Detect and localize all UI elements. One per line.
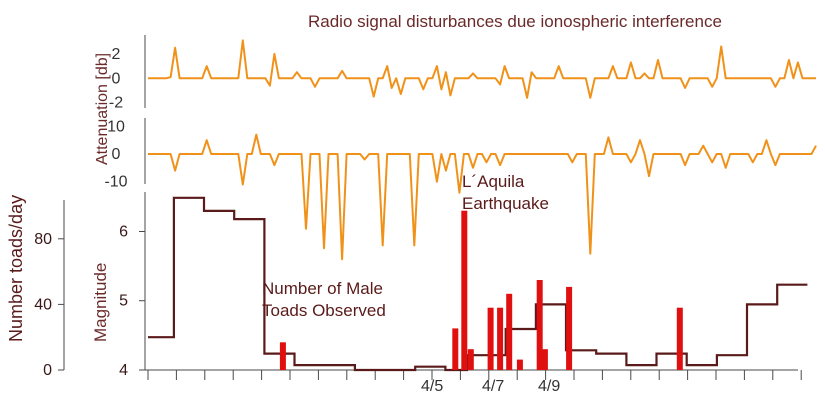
y-tick-labels: 2 0 -2 10 0 -10 80 40 0 6 5 4 [34,46,128,379]
series [148,39,817,372]
attenuation-upper-ytick-1: 0 [112,70,121,87]
toads-ytick-2: 0 [43,362,52,379]
magnitude-ytick-0: 6 [119,224,128,241]
attenuation-lower-ytick-2: -10 [104,174,127,191]
attenuation-upper-line [148,39,816,99]
magnitude-axis-label: Magnitude [91,263,110,342]
attenuation-lower-ytick-1: 0 [112,146,121,163]
attenuation-upper-ytick-0: 2 [112,46,121,63]
magnitude-bar-7 [506,293,513,370]
earthquake-annotation-line-1: L´Aquila [462,172,525,191]
x-tick-label-4-5: 4/5 [421,378,443,395]
magnitude-bar-1 [279,342,286,370]
magnitude-bar-3 [461,210,468,370]
toads-ytick-0: 80 [34,231,52,248]
magnitude-bar-2 [452,328,459,370]
toads-step-line [148,196,808,372]
magnitude-bar-4 [467,349,474,370]
toads-ytick-1: 40 [34,296,52,313]
magnitude-bar-8 [516,359,523,370]
magnitude-ytick-1: 5 [119,293,128,310]
magnitude-bars [279,210,683,370]
attenuation-lower-line [148,133,817,261]
x-tick-label-4-7: 4/7 [482,378,504,395]
attenuation-axis-label: Attenuation [db] [94,53,111,165]
magnitude-bar-12 [676,307,683,370]
toads-annotation-line-2: Toads Observed [262,301,386,320]
earthquake-annotation-line-2: Earthquake [462,194,549,213]
magnitude-bar-6 [497,307,504,370]
toads-axis-label: Number toads/day [6,195,26,342]
magnitude-bar-5 [487,307,494,370]
tick-marks [58,231,802,380]
magnitude-bar-10 [541,349,548,370]
magnitude-bar-9 [536,280,543,370]
attenuation-upper-ytick-2: -2 [109,95,123,112]
chart-title: Radio signal disturbances due ionospheri… [308,12,722,31]
toads-annotation-line-1: Number of Male [262,279,383,298]
attenuation-lower-ytick-0: 10 [107,118,125,135]
magnitude-bar-11 [566,286,573,370]
magnitude-ytick-2: 4 [119,362,128,379]
x-tick-label-4-9: 4/9 [538,378,560,395]
